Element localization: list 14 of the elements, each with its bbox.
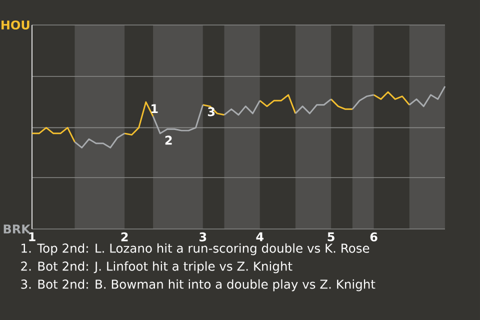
x-tick-label: 2 [121, 232, 128, 242]
annotation: 2 [165, 136, 172, 145]
x-tick-label: 1 [29, 232, 36, 242]
x-tick-label: 5 [328, 232, 334, 242]
annotation: 3 [208, 107, 215, 116]
x-tick-label: 3 [200, 232, 206, 242]
text: 2. Bot 2nd: J. Linfoot hit a triple vs Z. Knight [21, 261, 292, 274]
text: BRK [4, 224, 31, 234]
x-tick-label: 6 [370, 232, 378, 242]
text: HOU [2, 20, 30, 30]
text: 3. Bot 2nd: B. Bowman hit into a double play vs Z. Knight [21, 279, 376, 292]
text: 1. Top 2nd: L. Lozano hit a run-scoring double vs K. Rose [22, 243, 370, 256]
x-tick-label: 4 [256, 232, 264, 242]
annotation: 1 [152, 104, 158, 114]
